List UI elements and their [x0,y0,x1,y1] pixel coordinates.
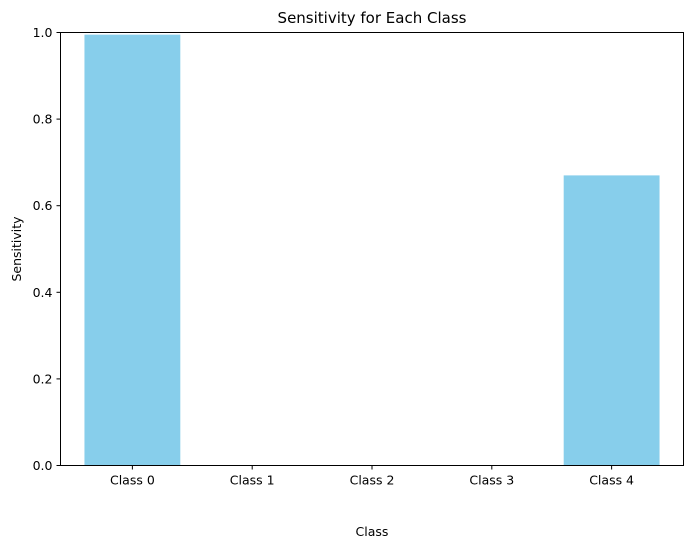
y-tick-label: 0.4 [33,285,53,300]
bar-class-0 [84,34,181,466]
bars-group [84,34,660,466]
x-axis-label: Class [356,524,389,539]
y-tick-label: 0.0 [33,458,53,473]
chart-title: Sensitivity for Each Class [278,9,467,27]
x-tick-label: Class 3 [469,473,514,488]
plot-frame [60,32,684,466]
y-axis: 0.0 0.2 0.4 0.6 0.8 1.0 [33,25,61,473]
x-axis: Class 0 Class 1 Class 2 Class 3 Class 4 [110,465,634,488]
x-tick-label: Class 2 [350,473,395,488]
x-tick-label: Class 0 [110,473,155,488]
bar-class-4 [563,175,660,466]
y-tick-label: 0.8 [33,112,53,127]
y-axis-label: Sensitivity [9,216,24,282]
y-tick-label: 0.2 [33,371,53,386]
x-tick-label: Class 4 [589,473,634,488]
x-tick-label: Class 1 [230,473,275,488]
y-tick-label: 1.0 [33,25,53,40]
y-tick-label: 0.6 [33,198,53,213]
